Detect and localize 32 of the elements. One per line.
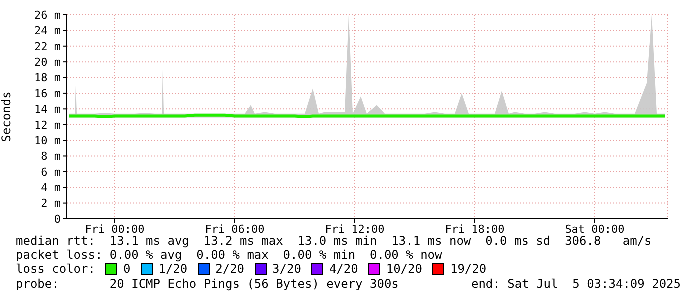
legend-label: 19/20 xyxy=(450,262,487,276)
legend-label: 1/20 xyxy=(158,262,188,276)
y-tick-label: 26 m xyxy=(34,8,62,22)
y-tick-label: 22 m xyxy=(34,40,62,54)
text: probe: 20 ICMP Echo Pings (56 Bytes) every 300s xyxy=(16,277,399,291)
x-tick-label: Fri 18:00 xyxy=(445,222,505,236)
y-tick-label: 14 m xyxy=(34,103,62,116)
x-tick-label: Fri 12:00 xyxy=(325,222,385,236)
legend-label: 4/20 xyxy=(329,262,358,276)
y-tick-label: 24 m xyxy=(34,24,62,38)
legend-label: 3/20 xyxy=(272,262,302,276)
y-axis-title: Seconds xyxy=(0,92,14,142)
y-tick-label: 20 m xyxy=(34,56,62,69)
text: packet loss: 0.00 % avg 0.00 % max 0.00 % min 0.00 % now xyxy=(16,248,442,262)
x-tick-label: Fri 06:00 xyxy=(205,222,265,236)
x-tick-label: Sat 00:00 xyxy=(565,222,625,236)
text: end: Sat Jul 5 03:34:09 2025 xyxy=(471,277,681,291)
legend-label: 10/20 xyxy=(386,262,422,276)
y-tick-label: 16 m xyxy=(34,87,62,100)
x-tick-label: Fri 00:00 xyxy=(85,222,145,236)
text: median rtt: 13.1 ms avg 13.2 ms max 13.0 ms min 13.1 ms now 0.0 ms sd 306.8 am/s xyxy=(16,234,652,248)
legend-label: 0 xyxy=(123,262,131,276)
y-tick-label: 2 m xyxy=(41,197,62,210)
y-tick-label: 8 m xyxy=(41,150,62,164)
y-tick-label: 0 xyxy=(54,212,61,226)
legend-label: 2/20 xyxy=(216,262,245,276)
y-tick-label: 6 m xyxy=(41,166,62,179)
legend-title: loss color: xyxy=(16,262,96,276)
y-tick-label: 18 m xyxy=(34,72,62,85)
y-tick-label: 10 m xyxy=(34,134,62,148)
y-tick-label: 4 m xyxy=(41,182,62,195)
y-tick-label: 12 m xyxy=(34,118,62,132)
